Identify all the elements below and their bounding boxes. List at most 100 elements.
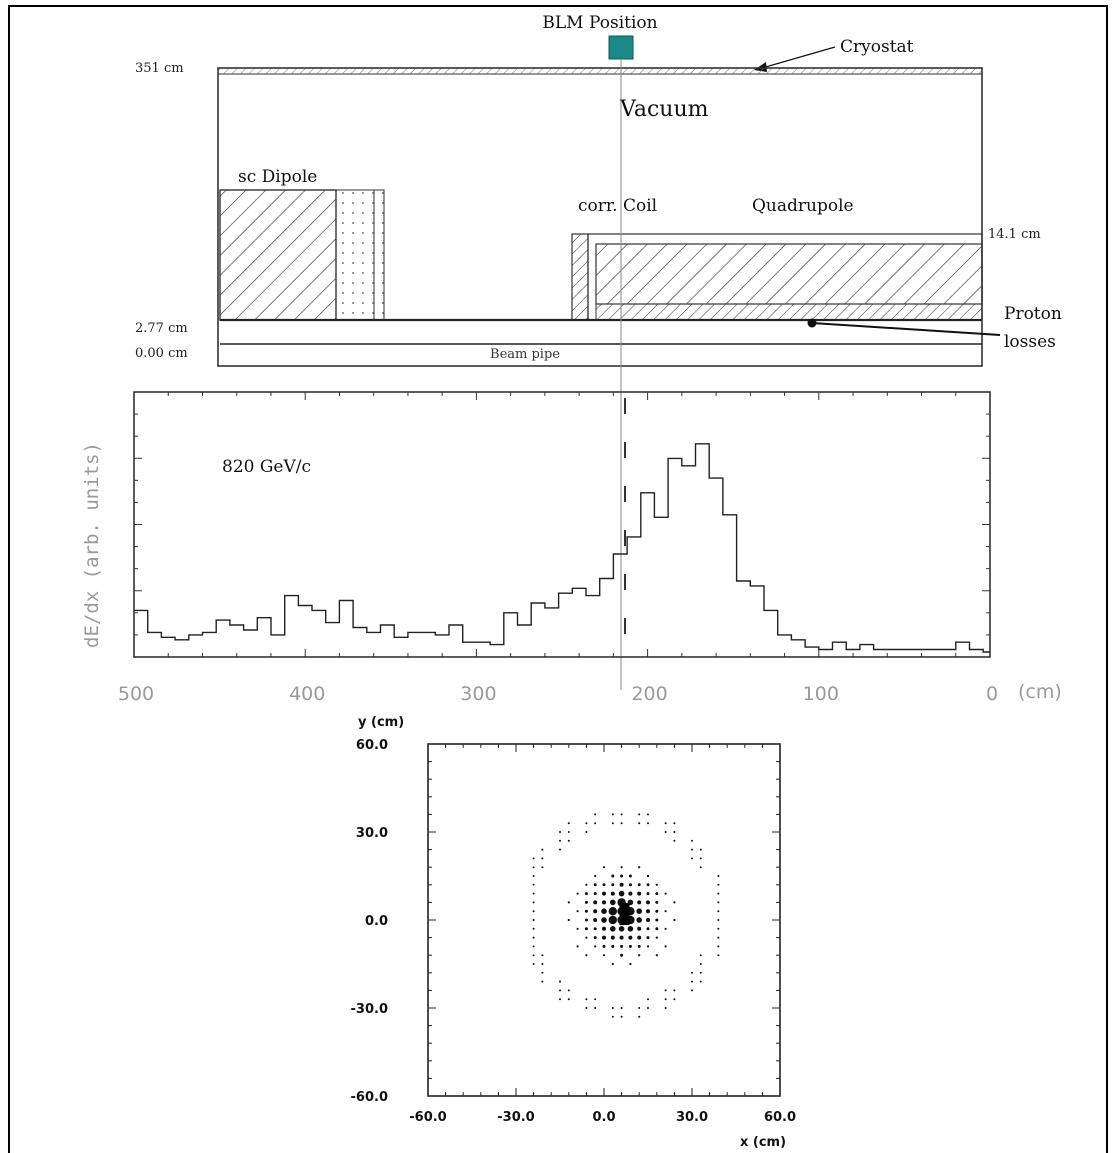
xy-point: [602, 866, 606, 869]
xy-point: [567, 901, 570, 904]
xy-point: [717, 919, 720, 921]
xy-point: [628, 935, 633, 940]
proton-loss-pointer: [811, 322, 1001, 336]
xy-point: [646, 892, 650, 896]
xy-point: [584, 918, 588, 922]
xy-point: [655, 936, 658, 939]
xy-point: [567, 989, 570, 992]
xy-point: [717, 875, 720, 877]
xy-point: [585, 954, 588, 957]
xy-point: [585, 998, 588, 1001]
quadrupole-coil: [595, 243, 983, 305]
xy-point: [627, 926, 634, 932]
xy-point: [584, 892, 588, 896]
blm-position-label: BLM Position: [542, 13, 657, 33]
xy-point: [602, 954, 606, 957]
xy-y-tick-labels: 60.0 30.0 0.0 -30.0 -60.0: [351, 738, 388, 1105]
xy-point: [532, 857, 535, 860]
dedx-chart: 820 GeV/c dE/dx (arb. units) 500 400 300 20…: [81, 391, 1062, 705]
xy-point: [717, 954, 720, 957]
xy-point: [559, 998, 561, 1001]
xy-point: [594, 813, 597, 816]
xy-point: [637, 883, 641, 887]
xy-point: [699, 971, 702, 974]
xy-point: [673, 839, 676, 842]
xy-point: [664, 998, 667, 1001]
xy-point: [541, 857, 544, 860]
xy-point: [664, 927, 667, 930]
dim-2-77-label: 2.77 cm: [135, 321, 188, 336]
xy-point: [655, 900, 659, 904]
xy-point: [610, 899, 616, 906]
xy-point: [620, 944, 624, 948]
xy-point: [638, 1015, 641, 1018]
xy-point: [717, 910, 720, 913]
xy-point: [673, 998, 676, 1001]
xy-point: [620, 874, 624, 878]
xy-point: [620, 813, 623, 816]
xy-point: [620, 822, 623, 825]
cryostat-wall: [217, 67, 983, 75]
cryostat-outline: [217, 67, 983, 367]
xy-point: [636, 908, 642, 914]
xy-y-tick-label: -30.0: [351, 1002, 388, 1017]
xy-point: [620, 866, 623, 869]
xy-point: [593, 892, 597, 896]
xy-point: [699, 963, 702, 965]
xy-point: [532, 954, 535, 957]
xy-y-tick-label: 0.0: [365, 914, 388, 929]
proton-losses-label-1: Proton: [1004, 304, 1062, 324]
xy-point: [636, 917, 642, 923]
xy-point: [673, 918, 676, 922]
xy-point: [664, 945, 667, 948]
xy-point: [541, 866, 544, 869]
xy-point: [664, 989, 667, 992]
xy-axis-ticks: [427, 743, 781, 1097]
xy-point: [601, 908, 607, 914]
page-border: [8, 5, 1108, 1153]
xy-point: [611, 1007, 614, 1009]
xy-point: [541, 971, 544, 974]
xy-point: [532, 875, 535, 877]
xy-y-tick-label: 30.0: [356, 826, 388, 841]
xy-point: [576, 910, 579, 913]
xy-point: [585, 1007, 588, 1009]
xy-point: [593, 927, 597, 931]
xy-point: [646, 936, 650, 940]
xy-point: [576, 892, 579, 895]
xy-point: [646, 909, 650, 914]
xy-x-tick-labels: -60.0 -30.0 0.0 30.0 60.0: [409, 1110, 796, 1125]
xy-point: [620, 1007, 623, 1009]
xy-point: [664, 910, 667, 913]
xy-point: [638, 866, 641, 869]
xy-point: [611, 822, 614, 825]
xy-point: [594, 998, 597, 1001]
xy-point: [594, 945, 597, 948]
xy-point: [691, 848, 693, 851]
xy-point: [673, 822, 676, 825]
xy-point: [608, 907, 617, 916]
xy-point: [673, 989, 676, 992]
xy-point: [637, 900, 642, 905]
xy-point: [618, 890, 625, 897]
xy-point: [532, 945, 535, 948]
xy-point: [699, 980, 702, 983]
xy-x-tick-label: 60.0: [764, 1110, 796, 1125]
xy-point: [602, 944, 606, 948]
xy-point: [602, 883, 606, 887]
xy-point: [559, 839, 561, 842]
xy-point: [541, 980, 544, 983]
xy-point: [699, 857, 702, 860]
xy-point: [567, 831, 570, 833]
dedx-x-tick-label: 100: [803, 683, 839, 705]
dedx-annotation: 820 GeV/c: [222, 457, 311, 477]
xy-point: [664, 822, 667, 825]
xy-point: [532, 883, 535, 886]
xy-point: [532, 927, 535, 930]
xy-point: [532, 910, 535, 913]
dedx-x-unit-label: (cm): [1018, 681, 1062, 703]
xy-point: [576, 945, 579, 948]
xy-point: [611, 813, 614, 816]
xy-point: [717, 936, 720, 939]
dipole-dotted-block: [335, 189, 375, 321]
